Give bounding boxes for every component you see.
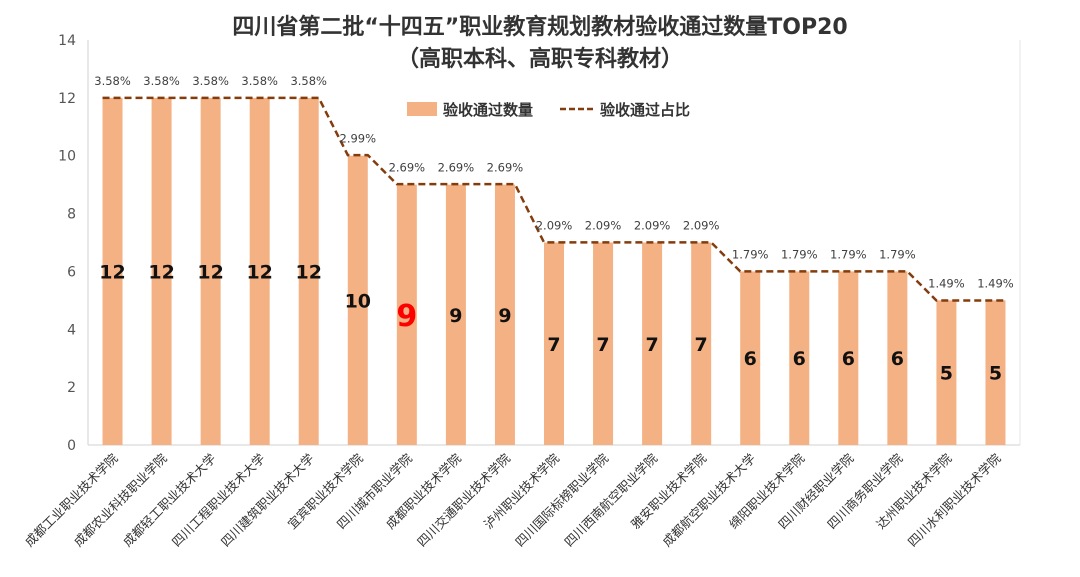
value-label: 6 <box>891 348 904 370</box>
share-label: 2.09% <box>585 219 622 233</box>
y-tick-label: 8 <box>67 207 76 223</box>
y-tick-label: 4 <box>67 322 76 338</box>
bar <box>347 155 368 445</box>
share-label: 3.58% <box>290 74 327 88</box>
value-label: 6 <box>842 348 855 370</box>
legend-line-label: 验收通过占比 <box>600 101 690 119</box>
share-label: 3.58% <box>94 74 131 88</box>
value-label: 12 <box>246 261 272 283</box>
bar <box>445 184 466 445</box>
category-label: 四川工程职业技术大学 <box>169 451 268 550</box>
share-label: 2.09% <box>683 219 720 233</box>
share-label: 2.69% <box>487 161 524 175</box>
share-label: 1.79% <box>781 247 818 261</box>
y-tick-label: 6 <box>67 264 76 280</box>
category-label: 四川水利职业技术学院 <box>905 450 1004 549</box>
bar <box>102 97 123 445</box>
share-label: 1.79% <box>732 247 769 261</box>
value-label: 12 <box>197 261 223 283</box>
bar <box>642 242 663 445</box>
value-label: 5 <box>940 363 953 385</box>
bars <box>102 97 1006 445</box>
value-label: 7 <box>645 334 658 356</box>
share-label: 1.49% <box>928 276 965 290</box>
category-labels: 成都工业职业技术学院成都农业科技职业学院成都轻工职业技术大学四川工程职业技术大学… <box>22 450 1004 549</box>
share-label: 1.79% <box>830 247 867 261</box>
y-tick-label: 0 <box>67 438 76 454</box>
category-label: 四川国际标榜职业学院 <box>512 450 611 549</box>
value-label: 12 <box>296 261 322 283</box>
share-line <box>102 96 1006 302</box>
share-label: 1.79% <box>879 247 916 261</box>
value-label: 10 <box>345 290 371 312</box>
value-label: 7 <box>596 334 609 356</box>
bar <box>593 242 614 445</box>
share-label: 3.58% <box>241 74 278 88</box>
share-label: 2.69% <box>438 161 475 175</box>
value-label: 5 <box>989 363 1002 385</box>
bar <box>985 300 1006 445</box>
category-label: 四川西南航空职业学院 <box>561 450 660 549</box>
bar <box>740 271 761 445</box>
category-label: 成都轻工职业技术大学 <box>120 451 219 550</box>
legend-bar-label: 验收通过数量 <box>443 101 533 119</box>
bar <box>200 97 221 445</box>
y-tick-label: 10 <box>58 149 76 165</box>
y-tick-label: 14 <box>58 33 76 49</box>
data-labels: 3.58% 12 3.58% 12 3.58% 12 3.58% 12 3.58% 12 2.99%… <box>94 74 1014 385</box>
category-label: 成都农业科技职业学院 <box>71 450 170 549</box>
legend-bar-swatch <box>407 102 437 116</box>
value-label: 9 <box>498 305 511 327</box>
category-label: 成都工业职业技术学院 <box>22 450 121 549</box>
share-label: 2.09% <box>536 219 573 233</box>
value-label: 7 <box>547 334 560 356</box>
bar <box>789 271 810 445</box>
chart-title-line-1: 四川省第二批“十四五”职业教育规划教材验收通过数量TOP20 <box>232 14 847 40</box>
bar <box>936 300 957 445</box>
bar <box>494 184 515 445</box>
bar <box>396 184 417 445</box>
value-label: 7 <box>695 334 708 356</box>
share-label: 2.09% <box>634 219 671 233</box>
share-label: 3.58% <box>143 74 180 88</box>
bar <box>249 97 270 445</box>
bar <box>298 97 319 445</box>
axes: 0 2 4 6 8 10 12 14 <box>58 33 1021 454</box>
share-label: 1.49% <box>977 276 1014 290</box>
value-label: 6 <box>793 348 806 370</box>
y-tick-label: 2 <box>67 380 76 396</box>
value-label: 12 <box>148 261 174 283</box>
bar <box>691 242 712 445</box>
share-label: 2.69% <box>389 161 426 175</box>
bar <box>887 271 908 445</box>
share-label: 2.99% <box>340 132 377 146</box>
share-label: 3.58% <box>192 74 229 88</box>
share-line-layer <box>102 96 1006 302</box>
value-label: 9 <box>449 305 462 327</box>
value-label-highlight: 9 <box>396 299 417 334</box>
category-label: 四川建筑职业技术大学 <box>218 451 317 550</box>
value-label: 6 <box>744 348 757 370</box>
value-label: 12 <box>99 261 125 283</box>
bar <box>151 97 172 445</box>
bar <box>838 271 859 445</box>
category-label: 四川交通职业技术学院 <box>414 450 513 549</box>
category-label: 成都航空职业技术大学 <box>659 451 758 550</box>
chart-title-line-2: （高职本科、高职专科教材） <box>397 46 683 72</box>
bar <box>544 242 564 445</box>
legend: 验收通过数量 验收通过占比 <box>407 101 690 119</box>
y-tick-label: 12 <box>58 91 76 107</box>
